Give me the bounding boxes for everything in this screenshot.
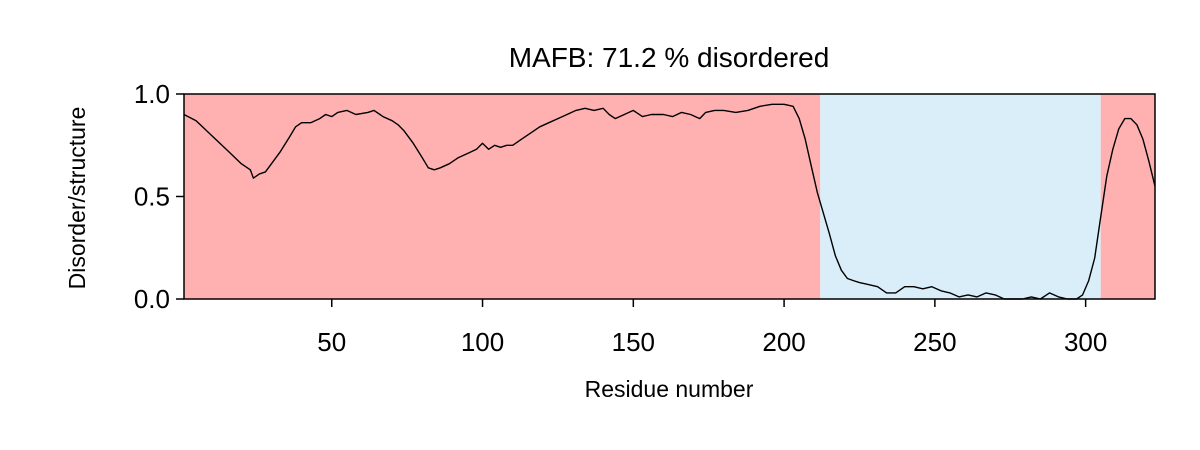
y-tick-label: 0.5 bbox=[134, 182, 170, 212]
y-tick-label: 1.0 bbox=[134, 79, 170, 109]
x-tick-label: 200 bbox=[762, 327, 805, 357]
region-bands bbox=[184, 94, 1155, 299]
x-axis-label: Residue number bbox=[585, 376, 754, 402]
x-axis-ticks: 50 100 150 200 250 300 bbox=[317, 299, 1107, 357]
x-tick-label: 50 bbox=[317, 327, 346, 357]
region-band-structured bbox=[820, 94, 1101, 299]
x-tick-label: 150 bbox=[612, 327, 655, 357]
region-band-disordered bbox=[1100, 94, 1155, 299]
y-tick-label: 0.0 bbox=[134, 284, 170, 314]
region-band-disordered bbox=[184, 94, 821, 299]
y-axis-ticks: 0.0 0.5 1.0 bbox=[134, 79, 184, 314]
x-tick-label: 300 bbox=[1064, 327, 1107, 357]
x-tick-label: 100 bbox=[461, 327, 504, 357]
chart-title: MAFB: 71.2 % disordered bbox=[509, 42, 830, 73]
x-tick-label: 250 bbox=[913, 327, 956, 357]
y-axis-label: Disorder/structure bbox=[64, 107, 90, 290]
